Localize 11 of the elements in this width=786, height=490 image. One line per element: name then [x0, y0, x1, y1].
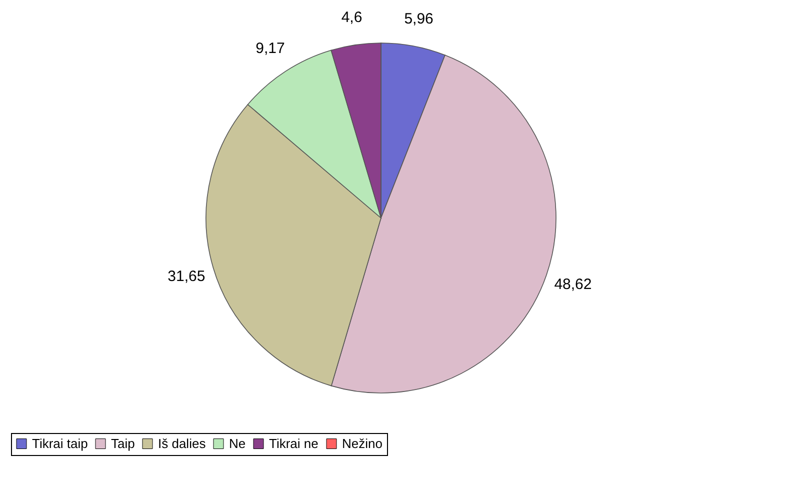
legend-label: Tikrai ne [269, 436, 318, 451]
data-label: 4,6 [341, 9, 362, 26]
legend-label: Iš dalies [158, 436, 206, 451]
data-label: 5,96 [404, 10, 434, 28]
data-label: 31,65 [168, 268, 206, 285]
legend-label: Ne [229, 436, 246, 451]
legend-label: Nežino [342, 436, 382, 451]
data-label: 48,62 [554, 276, 592, 293]
legend-label: Tikrai taip [32, 436, 88, 451]
legend-label: Taip [111, 436, 135, 451]
data-label: 9,17 [256, 40, 285, 57]
